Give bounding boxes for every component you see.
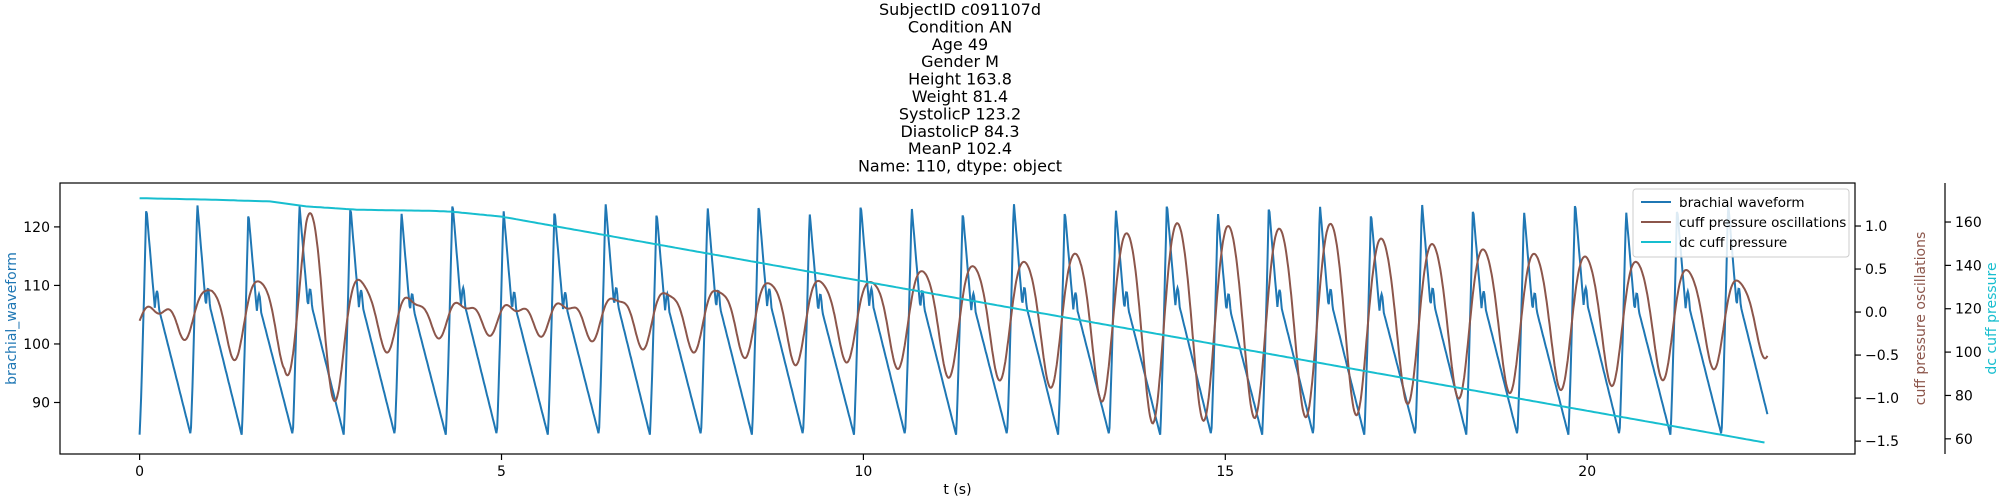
legend-box	[1632, 188, 1850, 258]
y-right1-tick-label: −0.5	[1865, 348, 1899, 364]
legend: brachial waveform cuff pressure oscillati…	[1632, 188, 1850, 258]
x-axis-label: t (s)	[943, 482, 971, 498]
y-right1-tick-label: 1.0	[1865, 219, 1887, 235]
title-line: Weight 81.4	[912, 87, 1008, 106]
y-right2-tick-label: 140	[1955, 258, 1982, 274]
legend-label: cuff pressure oscillations	[1679, 215, 1846, 231]
y-right2-tick-label: 160	[1955, 215, 1982, 231]
y-right2-tick-label: 60	[1955, 432, 1973, 448]
y-right2-tick-label: 80	[1955, 388, 1973, 404]
y-left-tick-label: 110	[23, 278, 50, 294]
plot-frame	[59, 182, 1856, 455]
y-right2-tick-label: 120	[1955, 302, 1982, 318]
legend-label: brachial waveform	[1679, 195, 1805, 211]
plot-series	[138, 197, 1769, 444]
x-tick-label: 15	[1216, 464, 1234, 480]
axes: 0 5 10 15 20t (s)90100110120brachial_wavefor…	[4, 182, 2000, 498]
y-left-tick-label: 90	[32, 395, 50, 411]
y-left-axis-label: brachial_waveform	[4, 252, 20, 385]
title-line: Condition AN	[908, 17, 1012, 36]
x-tick-label: 0	[135, 464, 144, 480]
title-line: SystolicP 123.2	[899, 104, 1021, 123]
title-line: MeanP 102.4	[908, 139, 1012, 158]
title-line: SubjectID c091107d	[879, 0, 1041, 19]
title-line: Age 49	[932, 35, 988, 54]
y-right1-tick-label: 0.0	[1865, 305, 1887, 321]
y-right2-tick-label: 100	[1955, 345, 1982, 361]
y-right2-axis-label: dc cuff pressure	[1984, 262, 2000, 374]
x-tick-label: 10	[854, 464, 872, 480]
series-dc-cuff-pressure	[139, 197, 1765, 444]
title-line: Height 163.8	[908, 70, 1012, 89]
title-line: Gender M	[921, 52, 999, 71]
y-right1-tick-label: −1.0	[1865, 391, 1899, 407]
legend-label: dc cuff pressure	[1679, 235, 1787, 251]
y-left-tick-label: 100	[23, 337, 50, 353]
series-cuff-pressure-oscillations	[138, 212, 1769, 425]
x-tick-label: 5	[497, 464, 506, 480]
title-line: Name: 110, dtype: object	[858, 157, 1062, 176]
y-right1-tick-label: −1.5	[1865, 434, 1899, 450]
title-line: DiastolicP 84.3	[900, 122, 1019, 141]
y-left-tick-label: 120	[23, 220, 50, 236]
y-right1-tick-label: 0.5	[1865, 262, 1887, 278]
x-tick-label: 20	[1578, 464, 1596, 480]
y-right1-axis-label: cuff pressure oscillations	[1913, 232, 1929, 406]
